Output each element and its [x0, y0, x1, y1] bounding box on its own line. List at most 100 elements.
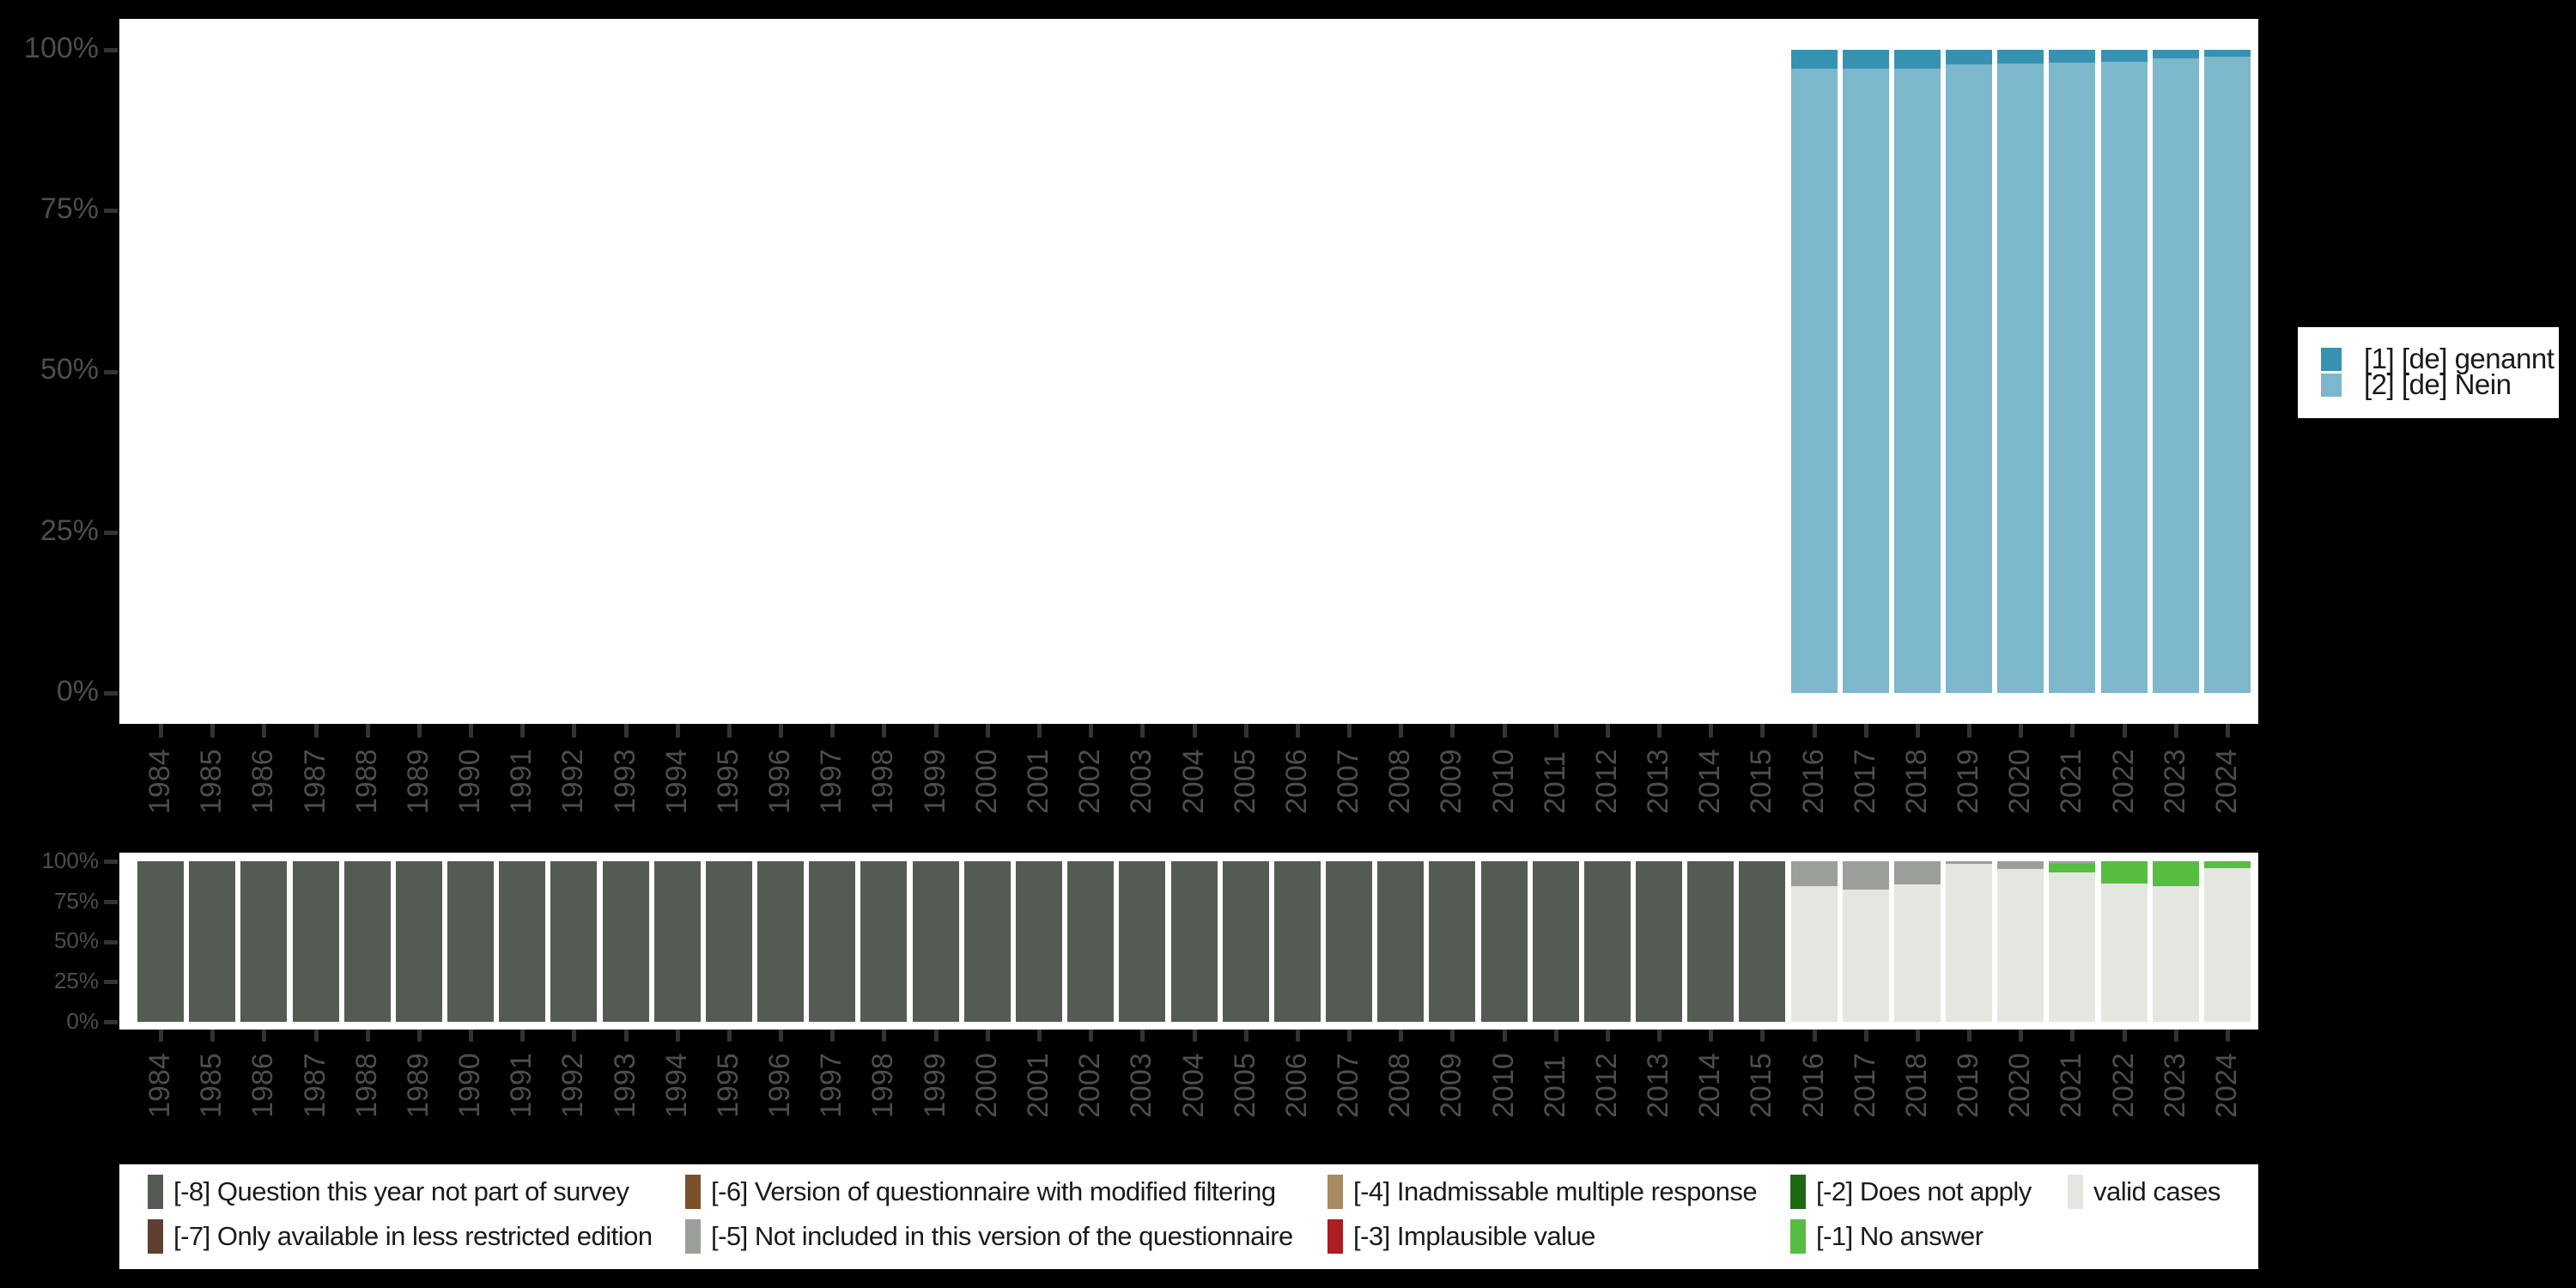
- legend-swatch--8: [148, 1175, 163, 1209]
- x-axis-tick: [1553, 1030, 1558, 1042]
- bar-segment-2002--8: [1067, 861, 1115, 1022]
- x-axis-tick: [365, 724, 370, 738]
- bar-segment-2017--5: [1842, 861, 1889, 890]
- bar-segment-2016-valid: [1790, 885, 1838, 1022]
- bar-segment-2019--5: [1946, 861, 1993, 864]
- legend-label--2: [-2] Does not apply: [1816, 1176, 2032, 1206]
- x-axis-label-2008: 2008: [1383, 749, 1417, 814]
- bar-segment-2021-v2: [2049, 62, 2096, 693]
- x-axis-label-1994: 1994: [659, 1053, 693, 1118]
- x-axis-tick: [830, 724, 835, 738]
- x-axis-label-2017: 2017: [1848, 749, 1881, 814]
- x-axis-tick: [1347, 1030, 1352, 1042]
- legend-label--5: [-5] Not included in this version of the…: [711, 1221, 1293, 1251]
- y-axis-tick: [104, 48, 118, 52]
- x-axis-label-2002: 2002: [1073, 749, 1107, 814]
- x-axis-label-2019: 2019: [1952, 749, 1985, 814]
- x-axis-tick: [675, 1030, 680, 1042]
- bar-segment-1984--8: [137, 861, 184, 1022]
- bar-segment-2020--5: [1997, 861, 2044, 869]
- x-axis-label-1992: 1992: [556, 1053, 590, 1118]
- x-axis-tick: [1243, 724, 1249, 738]
- x-axis-tick: [726, 724, 732, 738]
- x-axis-label-1984: 1984: [143, 1053, 176, 1118]
- x-axis-tick: [416, 1030, 422, 1042]
- legend-label-v2: [2] [de] Nein: [2364, 368, 2512, 400]
- x-axis-tick: [520, 724, 526, 738]
- y-axis-label: 25%: [53, 968, 99, 994]
- x-axis-tick: [572, 1030, 577, 1042]
- bar-segment-1991--8: [499, 861, 546, 1022]
- x-axis-tick: [159, 724, 163, 738]
- bar-segment-2000--8: [963, 861, 1011, 1022]
- legend-swatch--4: [1327, 1175, 1343, 1209]
- x-axis-tick: [882, 1030, 887, 1042]
- x-axis-label-1986: 1986: [246, 1053, 280, 1118]
- legend-missing: [-8] Question this year not part of surv…: [119, 1164, 2258, 1269]
- bar-segment-2023-v2: [2152, 58, 2199, 693]
- x-axis-tick: [1036, 1030, 1042, 1042]
- x-axis-label-2004: 2004: [1176, 749, 1210, 814]
- legend-swatch--2: [1790, 1175, 1806, 1209]
- legend-label--6: [-6] Version of questionnaire with modif…: [711, 1176, 1276, 1206]
- x-axis-tick: [1709, 1030, 1714, 1042]
- x-axis-label-2013: 2013: [1642, 1053, 1675, 1118]
- bar-segment-2019-valid: [1946, 863, 1993, 1022]
- x-axis-label-1991: 1991: [505, 749, 538, 814]
- x-axis-tick: [1347, 724, 1352, 738]
- x-axis-tick: [1192, 1030, 1197, 1042]
- x-axis-label-2018: 2018: [1899, 1053, 1933, 1118]
- legend-label--8: [-8] Question this year not part of surv…: [173, 1176, 629, 1206]
- bar-segment-2021-valid: [2049, 872, 2096, 1022]
- x-axis-tick: [985, 1030, 990, 1042]
- x-axis-tick: [1709, 724, 1714, 738]
- bar-segment-2016-v1: [1790, 50, 1838, 70]
- x-axis-tick: [1192, 724, 1197, 738]
- bar-segment-2018--5: [1893, 861, 1941, 884]
- legend-label-v1: [1] [de] genannt: [2364, 343, 2555, 374]
- bar-segment-2007--8: [1326, 861, 1373, 1022]
- x-axis-tick: [469, 724, 474, 738]
- x-axis-tick: [1863, 1030, 1868, 1042]
- bar-segment-2010--8: [1480, 861, 1528, 1022]
- bar-segment-1994--8: [653, 861, 701, 1022]
- bar-segment-1998--8: [860, 861, 908, 1022]
- y-axis-tick: [104, 691, 118, 696]
- bar-segment-2016-v2: [1790, 69, 1838, 693]
- x-axis-tick: [1140, 724, 1145, 738]
- x-axis-tick: [1450, 724, 1455, 738]
- x-axis-tick: [1915, 1030, 1920, 1042]
- legend-swatch--3: [1327, 1219, 1343, 1254]
- x-axis-tick: [365, 1030, 370, 1042]
- bar-segment-2018-v1: [1893, 50, 1941, 70]
- x-axis-tick: [1243, 1030, 1249, 1042]
- y-axis-label: 75%: [53, 887, 99, 914]
- x-axis-label-2005: 2005: [1228, 749, 1261, 814]
- x-axis-tick: [313, 724, 319, 738]
- bar-segment-2021--5: [2049, 861, 2096, 865]
- bar-segment-2022-v2: [2100, 62, 2148, 693]
- bar-segment-2006--8: [1273, 861, 1321, 1022]
- x-axis-tick: [2226, 724, 2230, 738]
- bar-segment-1990--8: [447, 861, 495, 1022]
- y-axis-label: 25%: [39, 513, 99, 547]
- x-axis-tick: [1657, 1030, 1662, 1042]
- y-axis-tick: [104, 939, 118, 945]
- x-axis-tick: [1553, 724, 1558, 738]
- x-axis-tick: [469, 1030, 474, 1042]
- x-axis-tick: [726, 1030, 732, 1042]
- x-axis-tick: [985, 724, 990, 738]
- legend-responses: [1] [de] genannt [2] [de] Nein: [2298, 327, 2559, 418]
- x-axis-label-2010: 2010: [1486, 749, 1520, 814]
- x-axis-tick: [1089, 724, 1094, 738]
- x-axis-label-2022: 2022: [2106, 1053, 2140, 1118]
- x-axis-label-1984: 1984: [143, 749, 176, 814]
- x-axis-label-1997: 1997: [815, 1053, 848, 1118]
- x-axis-label-2005: 2005: [1228, 1053, 1261, 1118]
- x-axis-label-2020: 2020: [2003, 749, 2037, 814]
- x-axis-tick: [1915, 724, 1920, 738]
- bar-segment-2009--8: [1429, 861, 1476, 1022]
- x-axis-tick: [210, 1030, 216, 1042]
- bar-segment-2016--5: [1790, 861, 1838, 886]
